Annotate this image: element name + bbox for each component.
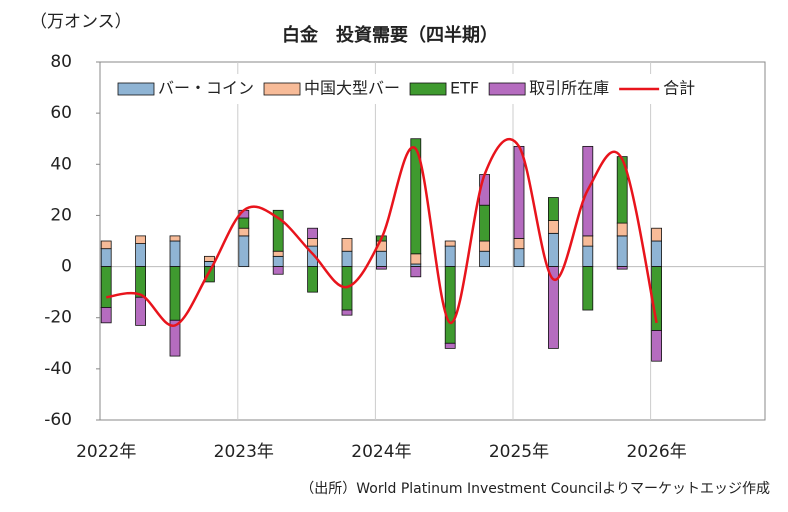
x-tick-label: 2023年: [214, 442, 274, 462]
bar-segment: [203, 255, 215, 262]
total-line: [106, 138, 658, 327]
bar-segment: [410, 253, 422, 265]
y-tick-label: -40: [44, 359, 72, 379]
bar-segment: [375, 266, 387, 270]
y-axis-label: （万オンス）: [30, 12, 132, 32]
bar-segment: [444, 240, 456, 247]
bar-segment: [582, 266, 594, 311]
bar-segment: [410, 138, 422, 255]
bar-segment: [100, 266, 112, 308]
y-tick-label: -20: [44, 308, 72, 328]
bar-segment: [341, 250, 353, 267]
bar-segment: [410, 266, 422, 278]
bar-segment: [341, 238, 353, 252]
bar-segment: [651, 227, 662, 242]
legend-swatch: [117, 82, 155, 96]
bar-segment: [548, 232, 559, 267]
bar-segment: [135, 296, 147, 326]
bar-segment: [169, 240, 181, 267]
bar-segment: [307, 266, 319, 293]
bar-segment: [616, 235, 628, 267]
bar-segment: [616, 266, 628, 270]
legend-swatch: [263, 82, 301, 96]
bar-segment: [651, 330, 662, 362]
bar-segment: [479, 250, 491, 267]
legend-label: 取引所在庫: [529, 79, 609, 98]
y-tick-label: 60: [50, 103, 72, 123]
source-note: （出所）World Platinum Investment Councilよりマ…: [300, 481, 770, 497]
bar-segment: [238, 227, 250, 237]
bar-segment: [341, 266, 353, 311]
bar-segment: [616, 156, 628, 224]
bar-segment: [651, 240, 662, 267]
bar-segment: [513, 248, 525, 267]
legend-label: バー・コイン: [158, 79, 254, 98]
bar-segment: [375, 250, 387, 267]
bar-segment: [169, 235, 181, 242]
bar-segment: [238, 217, 250, 229]
bar-segment: [341, 309, 353, 316]
bar-segment: [100, 307, 112, 324]
bar-segment: [307, 238, 319, 247]
legend-swatch: [488, 82, 526, 96]
bar-segment: [582, 245, 594, 267]
bar-segment: [169, 319, 181, 357]
bar-segment: [272, 250, 284, 257]
legend-swatch: [409, 82, 447, 96]
bar-segment: [444, 266, 456, 344]
bar-segment: [135, 243, 147, 267]
bar-segment: [100, 248, 112, 267]
legend-label: ETF: [450, 79, 479, 98]
bar-segment: [548, 197, 559, 221]
y-tick-label: 40: [50, 154, 72, 174]
y-tick-label: 20: [50, 205, 72, 225]
bar-segment: [444, 342, 456, 349]
bar-segment: [479, 240, 491, 252]
bar-segment: [272, 209, 284, 252]
bar-segment: [203, 266, 215, 283]
bar-segment: [238, 235, 250, 267]
x-tick-label: 2025年: [489, 442, 549, 462]
bar-segment: [616, 222, 628, 237]
bar-segment: [169, 266, 181, 321]
x-tick-label: 2024年: [351, 442, 411, 462]
plot-frame: [99, 61, 766, 421]
bar-segment: [548, 266, 559, 349]
bar-segment: [100, 240, 112, 250]
bar-segment: [272, 266, 284, 275]
bar-segment: [307, 227, 319, 239]
bar-segment: [479, 204, 491, 242]
y-tick-label: 0: [61, 257, 72, 277]
bar-segment: [548, 220, 559, 234]
x-tick-label: 2022年: [76, 442, 136, 462]
bar-segment: [513, 238, 525, 250]
chart-title: 白金 投資需要（四半期）: [282, 24, 498, 46]
bar-segment: [513, 145, 525, 239]
y-tick-label: 80: [50, 52, 72, 72]
x-tick-label: 2026年: [626, 442, 686, 462]
bar-segment: [272, 255, 284, 267]
bar-segment: [582, 235, 594, 247]
bar-segment: [135, 235, 147, 244]
legend-label: 中国大型バー: [304, 79, 400, 98]
bar-segment: [444, 245, 456, 267]
y-tick-label: -60: [44, 410, 72, 430]
legend-label: 合計: [663, 79, 695, 98]
